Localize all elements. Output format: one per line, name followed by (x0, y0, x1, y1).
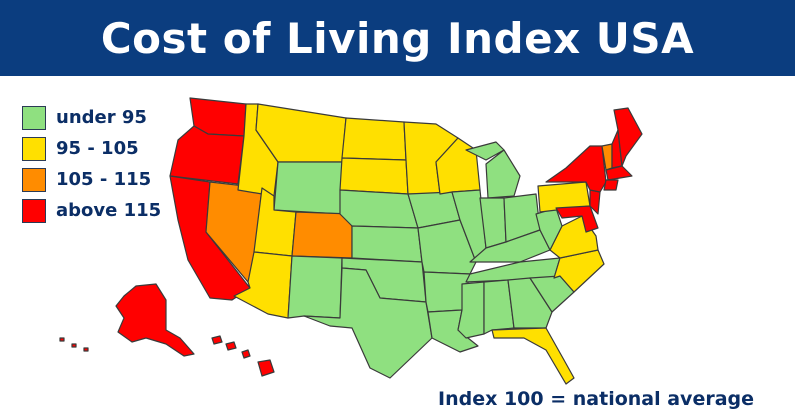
legend-swatch-under-95 (22, 105, 46, 130)
state-texas (303, 267, 433, 379)
state-mississippi (457, 281, 485, 339)
legend-item-above-115: above 115 (22, 195, 161, 226)
state-hawaii (211, 335, 275, 377)
legend-item-95-105: 95 - 105 (22, 133, 161, 164)
state-west-virginia (535, 207, 563, 251)
map-title: Cost of Living Index USA (100, 13, 695, 63)
title-banner: Cost of Living Index USA (0, 0, 795, 76)
legend-label-105-115: 105 - 115 (56, 169, 152, 190)
legend-swatch-95-105 (22, 136, 46, 161)
legend: under 95 95 - 105 105 - 115 above 115 (22, 102, 161, 226)
legend-label-95-105: 95 - 105 (56, 138, 139, 159)
legend-swatch-105-115 (22, 167, 46, 192)
state-connecticut (603, 179, 619, 191)
state-georgia (507, 277, 553, 329)
state-michigan (465, 141, 521, 199)
state-oregon (169, 125, 245, 185)
state-colorado (291, 211, 353, 259)
state-new-mexico (287, 255, 343, 319)
aleutian-islands (59, 337, 89, 352)
state-wyoming (273, 161, 343, 215)
footnote: Index 100 = national average (438, 388, 755, 410)
legend-item-105-115: 105 - 115 (22, 164, 161, 195)
legend-label-above-115: above 115 (56, 200, 162, 221)
legend-item-under-95: under 95 (22, 102, 161, 133)
state-nebraska (339, 189, 419, 229)
state-florida (491, 327, 575, 385)
legend-swatch-above-115 (22, 198, 46, 223)
legend-label-under-95: under 95 (56, 107, 147, 128)
state-south-dakota (339, 157, 409, 195)
state-alaska (115, 283, 195, 357)
state-massachusetts (605, 165, 633, 181)
state-north-dakota (341, 117, 407, 161)
state-kansas (351, 225, 423, 263)
